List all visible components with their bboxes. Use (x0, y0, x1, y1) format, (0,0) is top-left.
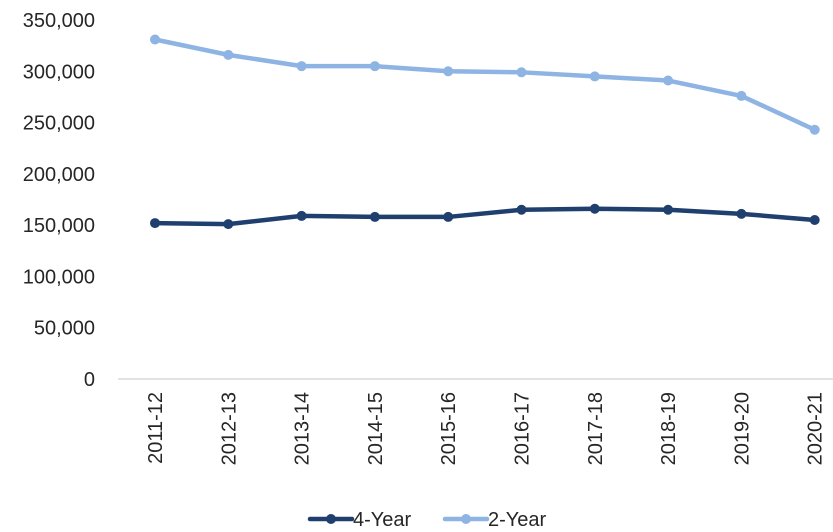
data-point (296, 61, 307, 72)
legend: 4-Year 2-Year (307, 509, 547, 531)
data-point (809, 124, 820, 135)
data-point (809, 215, 820, 226)
legend-swatch-marker (461, 514, 471, 524)
y-axis-tick-labels: 0 50,000 100,000 150,000 200,000 250,000 300,0… (23, 10, 95, 391)
x-tick-label: 2011-12 (145, 392, 167, 464)
data-point (223, 219, 234, 230)
data-point (589, 203, 600, 214)
data-point (516, 204, 527, 215)
y-tick-label: 150,000 (23, 215, 95, 237)
y-tick-label: 100,000 (23, 266, 95, 288)
data-point (589, 71, 600, 82)
x-tick-label: 2016-17 (512, 392, 534, 465)
data-point (150, 34, 160, 45)
data-point (369, 211, 380, 222)
x-tick-label: 2017-18 (585, 392, 607, 465)
data-point (369, 61, 380, 72)
x-tick-label: 2018-19 (658, 392, 680, 465)
data-point (736, 90, 747, 101)
x-tick-label: 2015-16 (438, 392, 460, 465)
data-point (736, 208, 747, 219)
x-axis-tick-labels: 2011-12 2012-13 2013-14 2014-15 2015-16 2016-… (145, 392, 827, 465)
data-point (443, 66, 454, 77)
x-tick-label: 2013-14 (292, 392, 314, 465)
legend-label: 4-Year (353, 509, 412, 531)
legend-swatch-marker (326, 514, 336, 524)
data-point (296, 210, 307, 221)
y-tick-label: 300,000 (23, 61, 95, 83)
y-tick-label: 200,000 (23, 164, 95, 186)
series-line (152, 206, 817, 227)
y-tick-label: 0 (84, 369, 95, 391)
x-tick-label: 2020-21 (805, 392, 827, 465)
series-group (150, 34, 820, 230)
series-two-year (150, 34, 820, 135)
y-tick-label: 350,000 (23, 10, 95, 32)
series-four-year (150, 203, 820, 230)
legend-item: 4-Year (307, 509, 412, 531)
legend-item: 2-Year (442, 509, 547, 531)
data-point (443, 211, 454, 222)
x-tick-label: 2012-13 (218, 392, 240, 465)
data-point (223, 49, 234, 60)
data-point (150, 218, 160, 229)
x-tick-label: 2019-20 (731, 392, 753, 465)
y-tick-label: 250,000 (23, 113, 95, 135)
data-point (663, 204, 674, 215)
y-tick-label: 50,000 (34, 318, 95, 340)
legend-label: 2-Year (488, 509, 547, 531)
series-line (152, 37, 817, 133)
x-tick-label: 2014-15 (365, 392, 387, 465)
data-point (516, 67, 527, 78)
data-point (663, 75, 674, 86)
